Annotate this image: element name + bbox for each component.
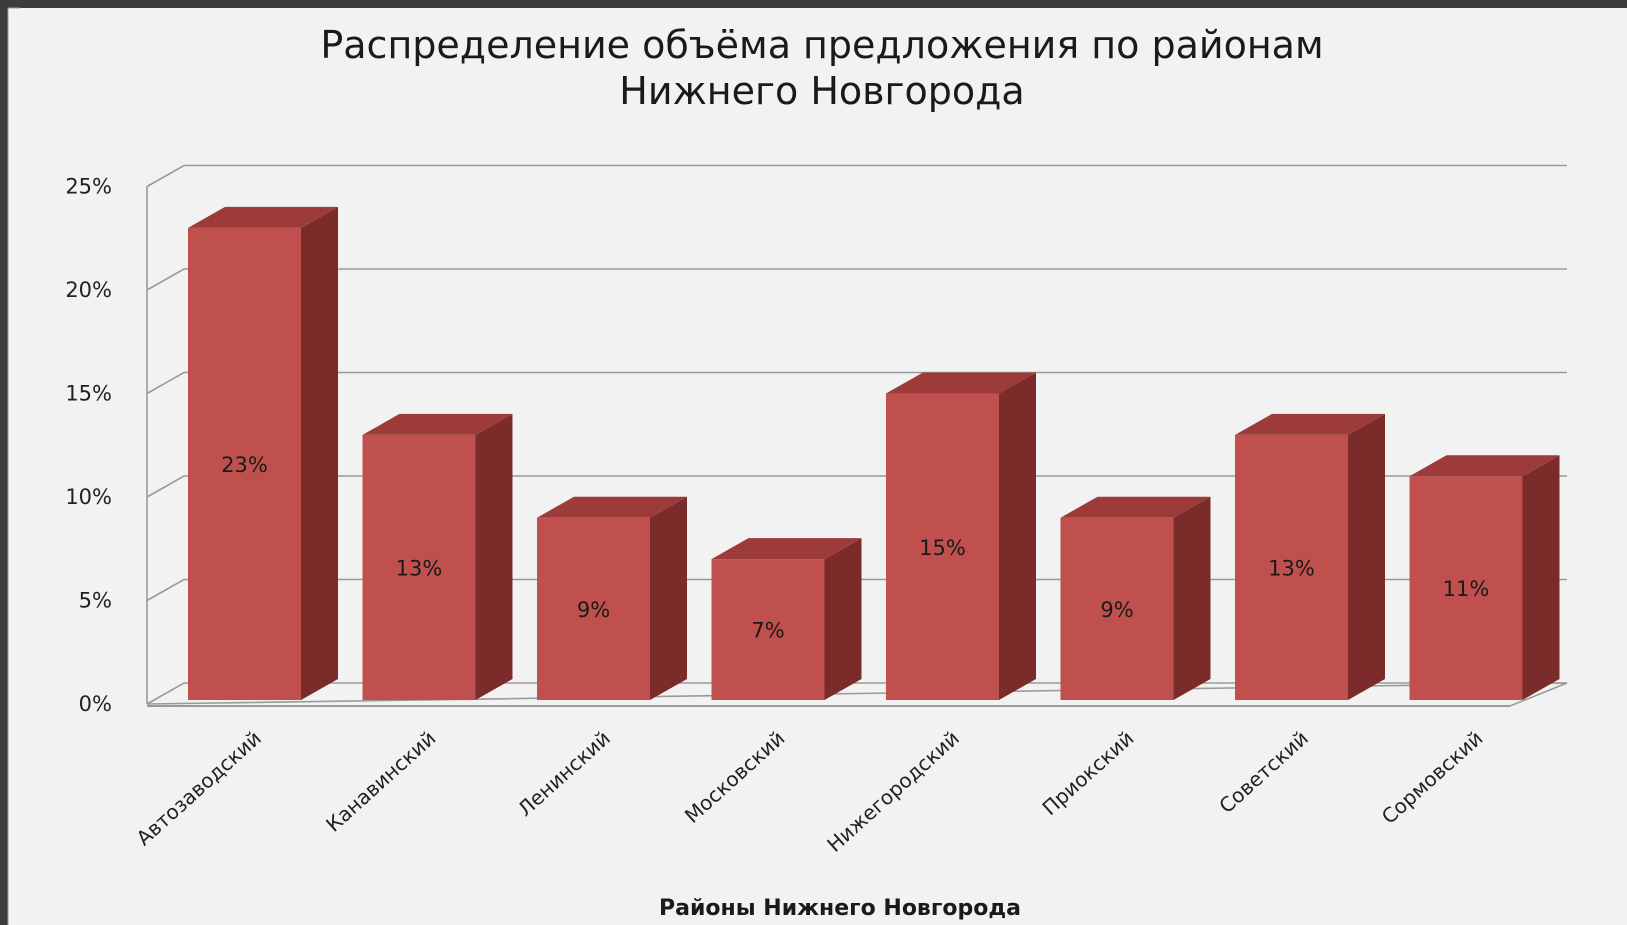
frame-border — [7, 7, 20, 925]
bar-side — [1522, 455, 1560, 700]
data-label: 7% — [751, 619, 784, 643]
bar-side — [475, 413, 513, 700]
y-tick-label: 10% — [65, 485, 112, 509]
x-tick-label: Автозаводский — [131, 726, 265, 850]
bar-side — [1173, 496, 1211, 700]
bar — [711, 559, 825, 700]
chart-title-line-1: Распределение объёма предложения по райо… — [320, 23, 1323, 67]
y-axis-tick-labels: 0% 5% 10% 15% 20% 25% — [65, 175, 112, 717]
bar-top — [537, 496, 687, 518]
data-label: 23% — [221, 453, 268, 477]
bar — [362, 434, 476, 700]
y-tick-label: 25% — [65, 175, 112, 199]
bar-top — [886, 372, 1036, 394]
x-tick-label: Приокский — [1037, 726, 1138, 820]
data-label: 9% — [577, 598, 610, 622]
x-tick-label: Нижегородский — [822, 726, 964, 857]
x-axis-title: Районы Нижнего Новгорода — [659, 896, 1021, 921]
bar-side — [1348, 413, 1385, 700]
chart-title-line-2: Нижнего Новгорода — [619, 69, 1024, 113]
y-tick-label: 0% — [79, 692, 112, 716]
bar — [1060, 517, 1174, 700]
data-label: 9% — [1100, 598, 1133, 622]
bar-top — [362, 413, 513, 435]
x-tick-label: Московский — [680, 726, 789, 828]
gridline — [146, 475, 1567, 498]
y-tick-label: 15% — [65, 382, 112, 406]
data-label: 15% — [919, 536, 966, 560]
gridline — [146, 371, 1567, 395]
gridline — [146, 268, 1567, 291]
gridlines — [146, 164, 1567, 705]
bar-top — [1060, 496, 1211, 518]
bar — [1235, 434, 1348, 700]
data-label: 11% — [1443, 577, 1490, 601]
bar — [886, 393, 999, 700]
bar-side — [650, 496, 687, 700]
y-tick-label: 5% — [79, 589, 112, 613]
gridline — [146, 164, 1567, 188]
data-labels: 23% 13% 9% 7% 15% 9% 13% 11% — [221, 453, 1489, 643]
x-tick-label: Сормовский — [1377, 726, 1488, 829]
x-tick-label: Канавинский — [321, 726, 440, 837]
bars — [188, 206, 1560, 700]
bar-top — [711, 538, 862, 560]
data-label: 13% — [396, 556, 443, 580]
data-label: 13% — [1268, 556, 1315, 580]
bar — [1409, 476, 1523, 700]
bar-side — [824, 538, 862, 700]
y-tick-label: 20% — [65, 278, 112, 302]
bar-top — [188, 206, 338, 228]
bar-top — [1235, 413, 1385, 435]
x-tick-label: Советский — [1214, 726, 1313, 818]
bar — [537, 517, 650, 700]
bar-top — [1409, 455, 1560, 477]
x-axis-category-labels: Автозаводский Канавинский Ленинский Московс… — [131, 726, 1487, 857]
x-tick-label: Ленинский — [513, 726, 615, 821]
bar-side — [301, 206, 338, 700]
bar — [188, 227, 301, 700]
bar-side — [999, 372, 1036, 700]
